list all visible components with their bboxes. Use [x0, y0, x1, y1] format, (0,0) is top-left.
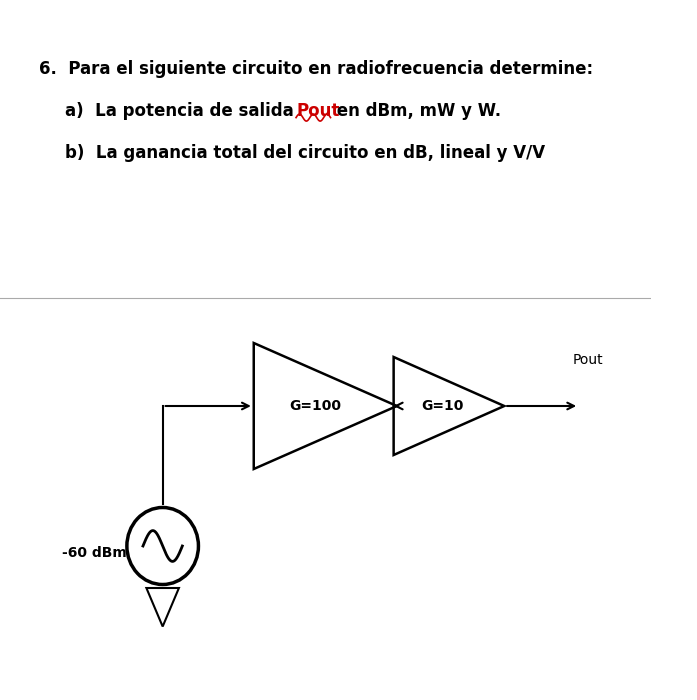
- Text: 6.  Para el siguiente circuito en radiofrecuencia determine:: 6. Para el siguiente circuito en radiofr…: [39, 60, 593, 78]
- Text: Pout: Pout: [572, 354, 603, 368]
- Text: b)  La ganancia total del circuito en dB, lineal y V/V: b) La ganancia total del circuito en dB,…: [65, 144, 545, 162]
- Text: -60 dBm: -60 dBm: [62, 546, 127, 560]
- Text: en dBm, mW y W.: en dBm, mW y W.: [330, 102, 500, 120]
- Text: G=100: G=100: [289, 399, 342, 413]
- Text: a)  La potencia de salida: a) La potencia de salida: [65, 102, 300, 120]
- Text: G=10: G=10: [421, 399, 464, 413]
- Text: Pout: Pout: [296, 102, 339, 120]
